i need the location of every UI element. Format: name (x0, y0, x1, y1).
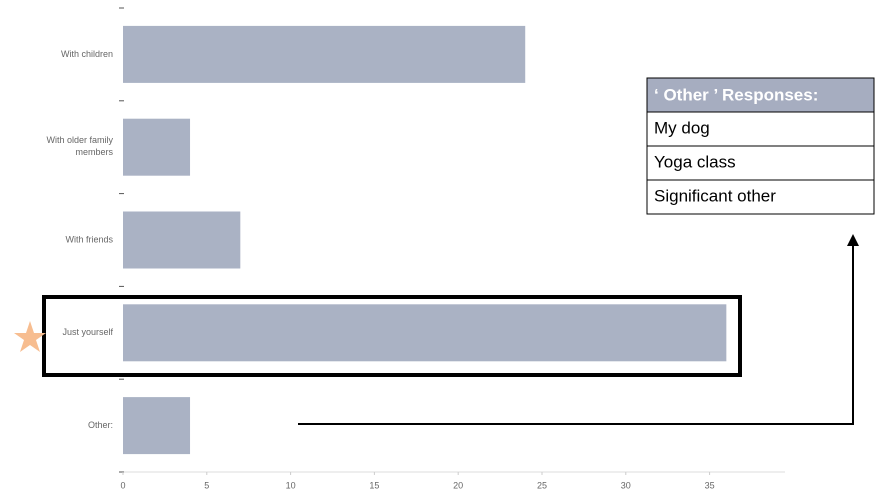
table-title: ‘ Other ’ Responses: (654, 85, 818, 104)
x-tick-label: 20 (453, 480, 463, 490)
x-tick-label: 35 (705, 480, 715, 490)
bar (123, 118, 191, 176)
x-tick-label: 5 (204, 480, 209, 490)
arrow-head (847, 234, 859, 246)
category-label: Other: (88, 420, 113, 430)
x-tick-label: 25 (537, 480, 547, 490)
x-tick-label: 30 (621, 480, 631, 490)
bar (123, 304, 727, 362)
category-label: With friends (65, 234, 113, 244)
highlight-box (42, 295, 742, 377)
x-tick-label: 15 (369, 480, 379, 490)
category-label: With older family members (46, 136, 113, 158)
category-label: With children (61, 49, 113, 59)
table-cell: Significant other (654, 186, 776, 205)
x-tick-label: 10 (286, 480, 296, 490)
table-cell: Yoga class (654, 152, 736, 171)
bar (123, 25, 526, 83)
table-header (646, 77, 875, 113)
table-row (646, 111, 875, 147)
table-cell: My dog (654, 118, 710, 137)
category-label: Just yourself (62, 327, 113, 337)
table-row (646, 145, 875, 181)
x-tick-label: 0 (120, 480, 125, 490)
star-icon (14, 321, 46, 352)
bar (123, 211, 241, 269)
bar (123, 397, 191, 455)
other-responses-table: ‘ Other ’ Responses: My dog Yoga class Sig… (646, 77, 875, 215)
arrow-line (298, 244, 854, 425)
table-row (646, 179, 875, 215)
